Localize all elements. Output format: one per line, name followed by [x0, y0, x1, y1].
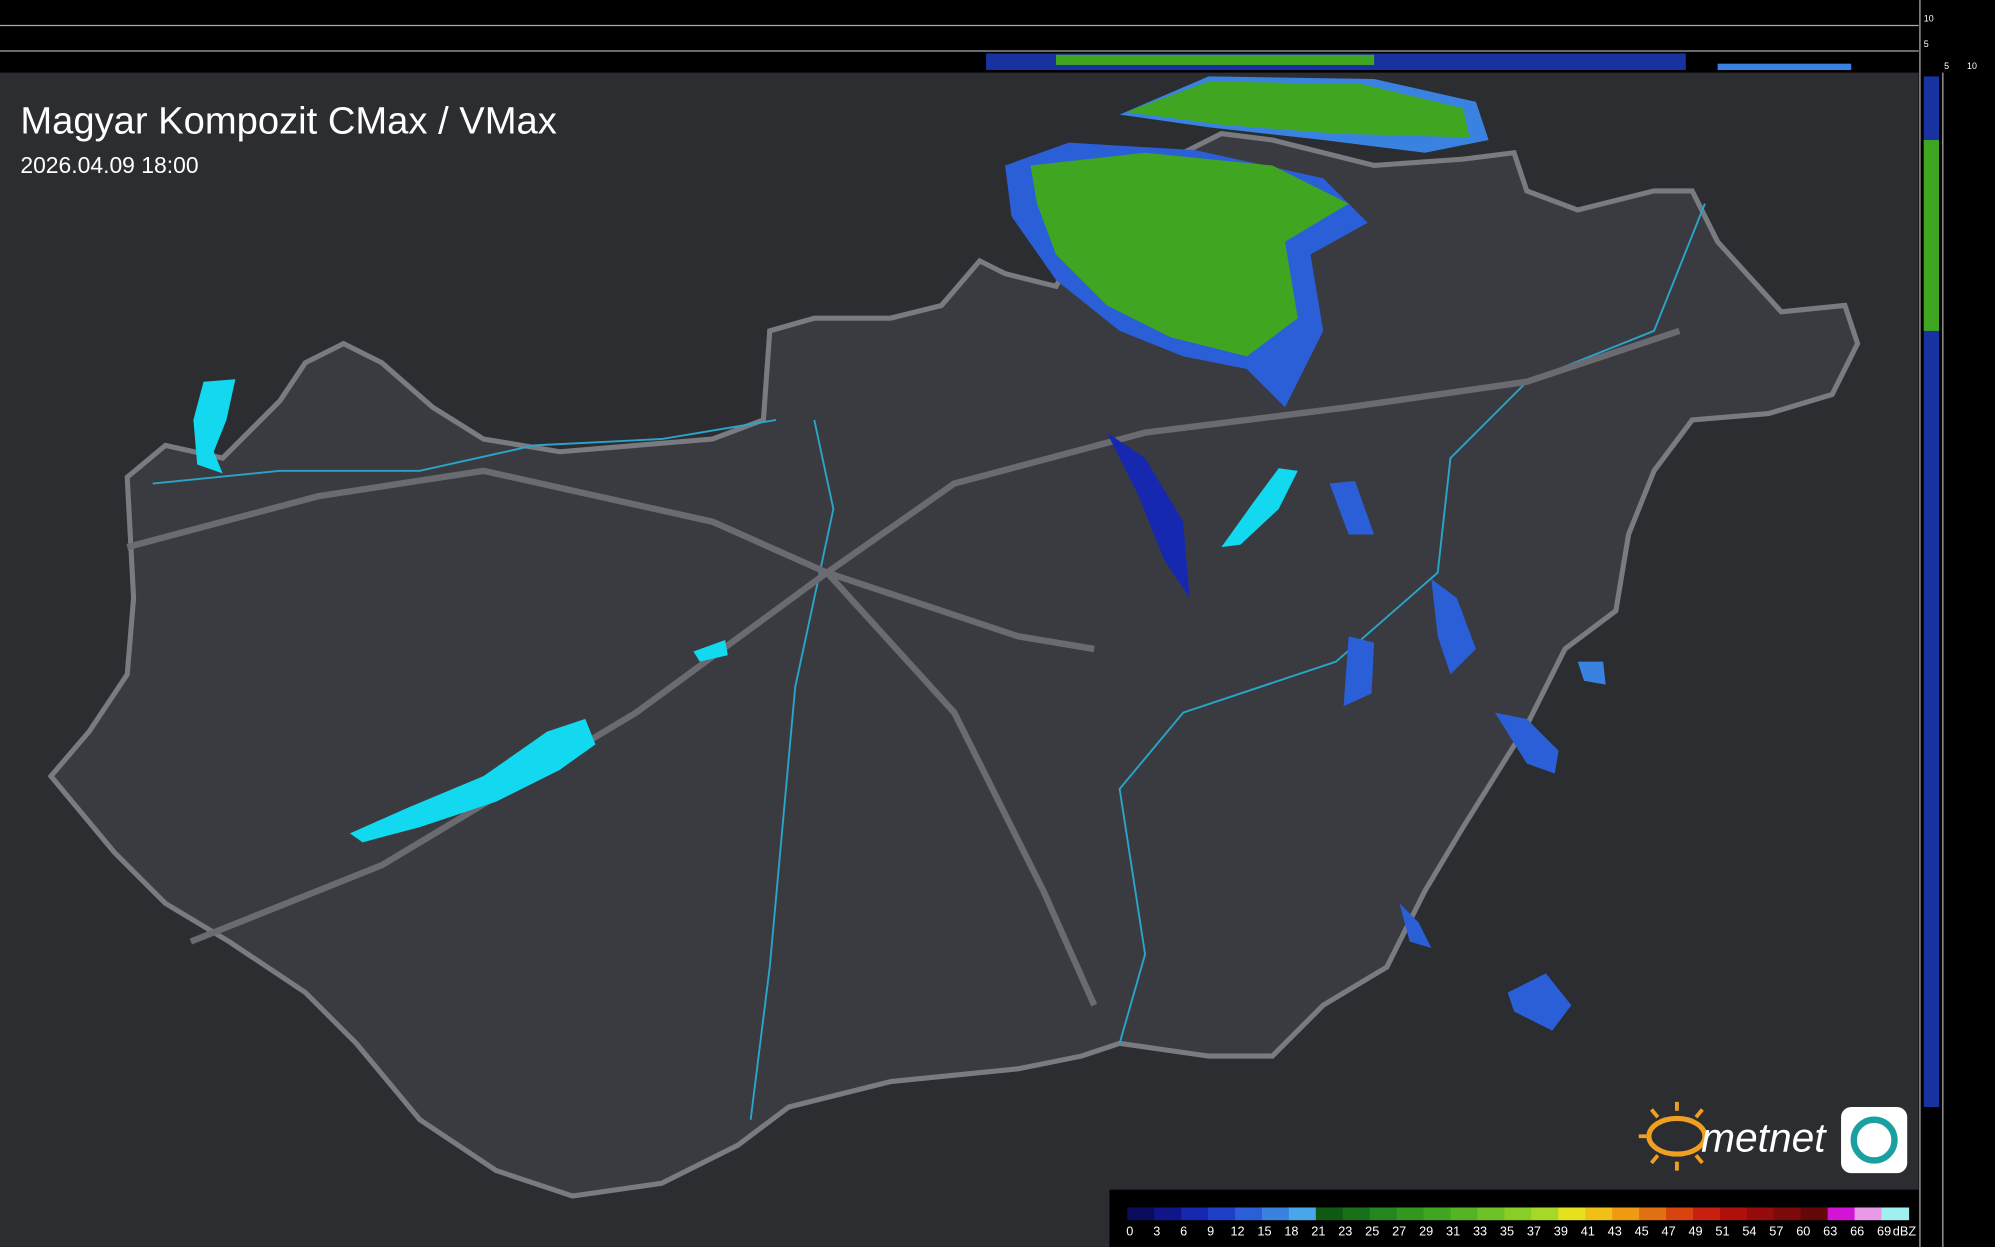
legend-swatch — [1773, 1207, 1802, 1221]
timestamp: 2026.04.09 18:00 — [20, 152, 198, 178]
profile-tick-label: 5 — [1924, 39, 1929, 49]
title: Magyar Kompozit CMax / VMax — [20, 100, 556, 143]
legend-swatch — [1881, 1207, 1910, 1221]
legend-label: 21 — [1311, 1223, 1325, 1238]
legend-swatch — [1692, 1207, 1721, 1221]
legend-swatch — [1181, 1207, 1209, 1221]
legend-label: 37 — [1527, 1223, 1541, 1238]
legend-swatch — [1800, 1207, 1829, 1221]
legend-swatch — [1396, 1207, 1425, 1221]
radar-echo — [1126, 81, 1470, 138]
profile-tick-label: 5 — [1944, 61, 1949, 71]
legend-label: 54 — [1742, 1223, 1756, 1238]
radar-echo — [1431, 578, 1476, 675]
lake — [1221, 468, 1298, 548]
legend-label: 35 — [1500, 1223, 1514, 1238]
legend-label: 31 — [1446, 1223, 1460, 1238]
logo-sun — [1646, 1115, 1708, 1157]
legend-swatch — [1342, 1207, 1371, 1221]
legend-label: 0 — [1126, 1223, 1133, 1238]
legend-swatch — [1639, 1207, 1667, 1221]
profile-echo — [1923, 76, 1940, 1107]
legend-swatch — [1315, 1207, 1344, 1221]
road — [126, 467, 1095, 653]
legend-label: 63 — [1823, 1223, 1837, 1238]
legend-label: 45 — [1635, 1223, 1649, 1238]
legend-label: 60 — [1796, 1223, 1810, 1238]
legend-label: 49 — [1688, 1223, 1702, 1238]
legend-label: 27 — [1392, 1223, 1406, 1238]
legend-label: 47 — [1662, 1223, 1676, 1238]
profile-ticks: 10 5 5 10 — [1924, 14, 1977, 71]
legend-label: 23 — [1338, 1223, 1352, 1238]
legend-label: 66 — [1850, 1223, 1864, 1238]
legend-label: 25 — [1365, 1223, 1379, 1238]
radar-echo — [1494, 712, 1559, 774]
legend-swatch — [1423, 1207, 1452, 1221]
profile-tick-label: 10 — [1967, 61, 1977, 71]
legend-swatch — [1531, 1207, 1559, 1221]
logo-text: metnet — [1701, 1115, 1827, 1161]
road — [824, 570, 1098, 1007]
legend-label: 41 — [1581, 1223, 1595, 1238]
legend-label: 12 — [1230, 1223, 1244, 1238]
river — [152, 418, 777, 485]
legend-swatch — [1154, 1207, 1182, 1221]
radar-echo — [1329, 481, 1375, 535]
lake — [193, 379, 236, 474]
river — [749, 419, 835, 1120]
legend-label: 51 — [1715, 1223, 1729, 1238]
legend-swatch — [1827, 1207, 1856, 1221]
legend-swatch — [1127, 1207, 1155, 1221]
radar-echo — [1030, 152, 1349, 357]
profile-echo — [1717, 63, 1852, 71]
legend-swatch — [1746, 1207, 1775, 1221]
legend-swatch — [1504, 1207, 1532, 1221]
radar-echo — [1577, 661, 1606, 685]
legend-unit: dBZ — [1893, 1223, 1917, 1238]
legend-swatch — [1585, 1207, 1613, 1221]
legend-swatch — [1612, 1207, 1640, 1221]
river — [1118, 203, 1706, 1044]
legend: 0 3 6 9 12 15 18 21 23 25 27 29 31 33 35 37 39 41 43 45 47 49… — [1126, 1207, 1916, 1238]
legend-label: 6 — [1180, 1223, 1187, 1238]
legend-label: 18 — [1284, 1223, 1298, 1238]
legend-swatch — [1450, 1207, 1479, 1221]
road — [825, 327, 1681, 576]
legend-swatch — [1208, 1207, 1236, 1221]
legend-label: 57 — [1769, 1223, 1783, 1238]
legend-label: 39 — [1554, 1223, 1568, 1238]
legend-label: 29 — [1419, 1223, 1433, 1238]
legend-label: 3 — [1153, 1223, 1160, 1238]
legend-swatch — [1666, 1207, 1694, 1221]
legend-swatch — [1288, 1207, 1317, 1221]
logo: metnet — [1638, 1101, 1908, 1174]
radar-echo — [1399, 903, 1432, 948]
legend-label: 15 — [1257, 1223, 1271, 1238]
legend-swatch — [1719, 1207, 1748, 1221]
profile-echo — [1056, 54, 1375, 65]
legend-label: 69 — [1877, 1223, 1891, 1238]
lake — [693, 640, 728, 662]
legend-swatch — [1261, 1207, 1290, 1221]
legend-swatch — [1558, 1207, 1586, 1221]
legend-swatch — [1369, 1207, 1398, 1221]
radar-echo — [1343, 636, 1375, 707]
legend-swatch — [1854, 1207, 1883, 1221]
lake — [349, 718, 596, 843]
profile-echo — [1923, 140, 1940, 331]
radar-echo — [1507, 973, 1572, 1031]
legend-label: 9 — [1207, 1223, 1214, 1238]
legend-swatch — [1235, 1207, 1263, 1221]
legend-swatch — [1477, 1207, 1506, 1221]
logo-swirl — [1850, 1116, 1898, 1164]
profile-tick-label: 10 — [1924, 14, 1934, 24]
legend-label: 43 — [1608, 1223, 1622, 1238]
legend-label: 33 — [1473, 1223, 1487, 1238]
logo-rays — [1638, 1101, 1704, 1171]
